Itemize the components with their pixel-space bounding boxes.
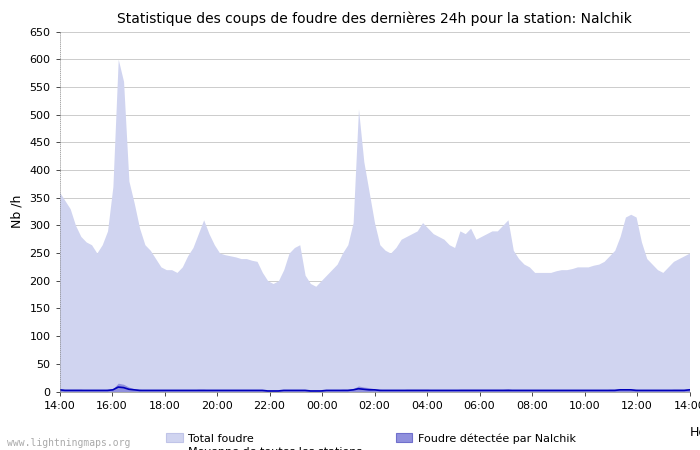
Text: Heure: Heure	[690, 426, 700, 439]
Text: www.lightningmaps.org: www.lightningmaps.org	[7, 438, 130, 448]
Legend: Total foudre, Moyenne de toutes les stations, Foudre détectée par Nalchik: Total foudre, Moyenne de toutes les stat…	[166, 433, 576, 450]
Y-axis label: Nb /h: Nb /h	[10, 195, 24, 228]
Title: Statistique des coups de foudre des dernières 24h pour la station: Nalchik: Statistique des coups de foudre des dern…	[117, 12, 632, 26]
